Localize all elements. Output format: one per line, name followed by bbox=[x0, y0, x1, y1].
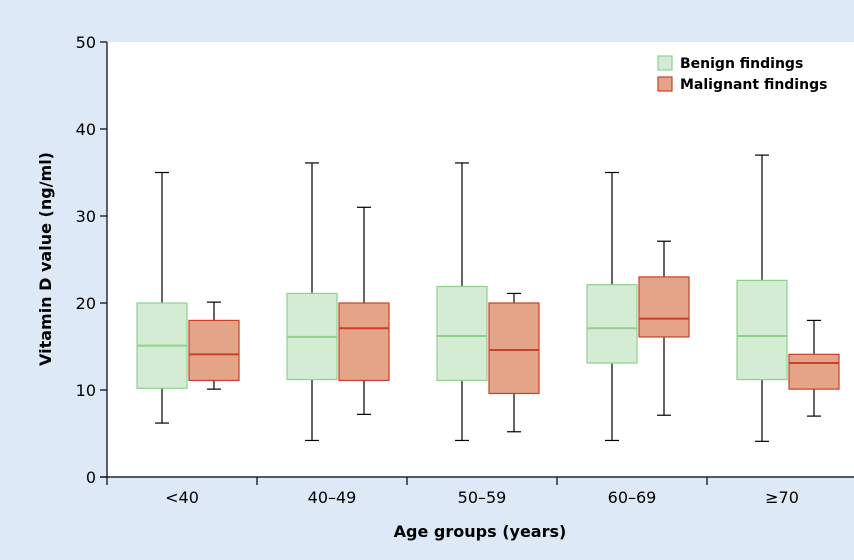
x-tick-label: 40–49 bbox=[308, 488, 357, 507]
box-benign-4-iqr bbox=[586, 284, 638, 364]
y-tick-label: 40 bbox=[76, 120, 96, 139]
axes-layer: 0 10 20 30 40 50 <40 40–49 50–59 60–69 ≥70 bbox=[76, 33, 854, 507]
y-tick-label: 10 bbox=[76, 381, 96, 400]
box-malignant-2-iqr bbox=[338, 302, 390, 382]
y-tick-label: 0 bbox=[86, 468, 96, 487]
y-tick-label: 30 bbox=[76, 207, 96, 226]
box-malignant-3-iqr bbox=[488, 302, 540, 395]
y-axis-label: Vitamin D value (ng/ml) bbox=[36, 152, 55, 366]
y-tick-label: 50 bbox=[76, 33, 96, 52]
legend: Benign findings Malignant findings bbox=[657, 55, 827, 93]
box-malignant-4-iqr bbox=[638, 276, 690, 338]
legend-swatch-benign bbox=[657, 55, 673, 71]
legend-label-malignant: Malignant findings bbox=[680, 77, 827, 93]
plot-area bbox=[107, 42, 854, 477]
box-malignant-5-iqr bbox=[788, 353, 840, 390]
x-tick-label: 60–69 bbox=[608, 488, 657, 507]
box-benign-5-iqr bbox=[736, 279, 788, 381]
x-tick-label: 50–59 bbox=[458, 488, 507, 507]
box-benign-3-iqr bbox=[436, 285, 488, 382]
x-tick-label: ≥70 bbox=[765, 488, 799, 507]
boxes-layer bbox=[136, 154, 840, 442]
legend-swatch-malignant bbox=[657, 76, 673, 92]
x-axis-label: Age groups (years) bbox=[394, 522, 567, 541]
box-malignant-1-iqr bbox=[188, 319, 240, 382]
x-tick-label: <40 bbox=[165, 488, 199, 507]
legend-label-benign: Benign findings bbox=[680, 56, 803, 72]
y-tick-label: 20 bbox=[76, 294, 96, 313]
